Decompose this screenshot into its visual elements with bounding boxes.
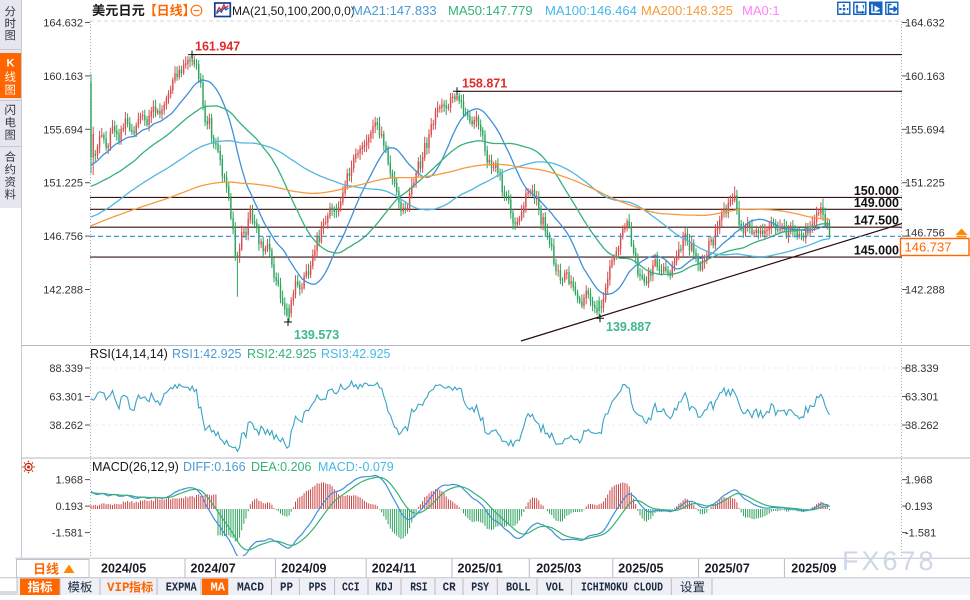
svg-text:2025/09: 2025/09 (791, 562, 836, 576)
svg-text:PPS: PPS (309, 581, 327, 595)
svg-text:150.000: 150.000 (854, 184, 899, 198)
svg-text:RSI3:42.925: RSI3:42.925 (321, 347, 391, 361)
svg-text:164.632: 164.632 (905, 18, 945, 30)
svg-text:88.339: 88.339 (905, 363, 939, 375)
svg-text:164.632: 164.632 (43, 18, 83, 30)
svg-text:2024/07: 2024/07 (191, 562, 236, 576)
svg-text:MA: MA (211, 581, 226, 595)
svg-text:139.887: 139.887 (606, 320, 651, 334)
svg-text:142.288: 142.288 (43, 285, 83, 297)
svg-text:VIP: VIP (107, 581, 130, 595)
svg-text:MACD:-0.079: MACD:-0.079 (318, 460, 394, 474)
svg-text:146.756: 146.756 (43, 231, 83, 243)
svg-text:1.968: 1.968 (55, 475, 83, 487)
svg-text:BOLL: BOLL (506, 581, 531, 595)
svg-text:PP: PP (280, 581, 293, 595)
svg-text:2025/05: 2025/05 (618, 562, 663, 576)
svg-text:0.193: 0.193 (55, 501, 83, 513)
svg-text:DIFF:0.166: DIFF:0.166 (183, 460, 246, 474)
svg-text:160.163: 160.163 (905, 71, 945, 83)
svg-text:2025/01: 2025/01 (458, 562, 503, 576)
svg-text:DEA:0.206: DEA:0.206 (251, 460, 312, 474)
svg-text:MACD(26,12,9): MACD(26,12,9) (92, 460, 179, 474)
svg-text:149.000: 149.000 (854, 196, 899, 210)
svg-text:0.193: 0.193 (905, 501, 933, 513)
svg-text:MA50:147.779: MA50:147.779 (448, 3, 533, 18)
svg-text:146.756: 146.756 (905, 228, 945, 240)
svg-text:2024/11: 2024/11 (372, 562, 417, 576)
svg-text:2024/05: 2024/05 (101, 562, 146, 576)
svg-text:151.225: 151.225 (905, 178, 945, 190)
svg-text:RSI: RSI (410, 581, 427, 595)
svg-text:EXPMA: EXPMA (166, 581, 198, 595)
svg-text:88.339: 88.339 (49, 363, 83, 375)
svg-text:2024/09: 2024/09 (281, 562, 326, 576)
svg-text:MACD: MACD (237, 581, 264, 595)
svg-text:147.500: 147.500 (854, 214, 899, 228)
svg-text:-1.581: -1.581 (905, 528, 936, 540)
svg-text:CR: CR (443, 581, 457, 595)
svg-text:142.288: 142.288 (905, 285, 945, 297)
svg-text:MA200:148.325: MA200:148.325 (641, 3, 733, 18)
svg-text:139.573: 139.573 (294, 328, 339, 342)
svg-text:145.000: 145.000 (854, 244, 899, 258)
svg-text:38.262: 38.262 (905, 420, 939, 432)
svg-text:KDJ: KDJ (375, 581, 393, 595)
svg-text:1.968: 1.968 (905, 475, 933, 487)
svg-text:63.301: 63.301 (905, 392, 939, 404)
svg-text:K: K (7, 58, 15, 70)
svg-text:38.262: 38.262 (49, 420, 83, 432)
svg-text:MA21:147.833: MA21:147.833 (352, 3, 437, 18)
svg-text:PSY: PSY (471, 581, 489, 595)
svg-text:MA(21,50,100,200,0,0): MA(21,50,100,200,0,0) (232, 4, 355, 18)
svg-text:VOL: VOL (546, 581, 564, 595)
svg-text:146.737: 146.737 (905, 240, 952, 255)
svg-text:MA0:1: MA0:1 (742, 3, 780, 18)
svg-text:151.225: 151.225 (43, 178, 83, 190)
svg-text:ICHIMOKU CLOUD: ICHIMOKU CLOUD (581, 581, 663, 595)
svg-text:161.947: 161.947 (195, 40, 240, 54)
svg-text:RSI2:42.925: RSI2:42.925 (247, 347, 317, 361)
svg-text:FX678: FX678 (842, 546, 937, 576)
svg-text:RSI(14,14,14): RSI(14,14,14) (90, 347, 168, 361)
svg-text:2025/03: 2025/03 (536, 562, 581, 576)
svg-text:-1.581: -1.581 (52, 528, 83, 540)
svg-text:158.871: 158.871 (462, 76, 507, 90)
svg-text:155.694: 155.694 (905, 124, 945, 136)
svg-text:160.163: 160.163 (43, 71, 83, 83)
svg-text:63.301: 63.301 (49, 392, 83, 404)
svg-text:MA100:146.464: MA100:146.464 (545, 3, 637, 18)
svg-text:CCI: CCI (342, 581, 360, 595)
svg-text:155.694: 155.694 (43, 124, 83, 136)
svg-text:RSI1:42.925: RSI1:42.925 (172, 347, 242, 361)
svg-text:2025/07: 2025/07 (705, 562, 750, 576)
